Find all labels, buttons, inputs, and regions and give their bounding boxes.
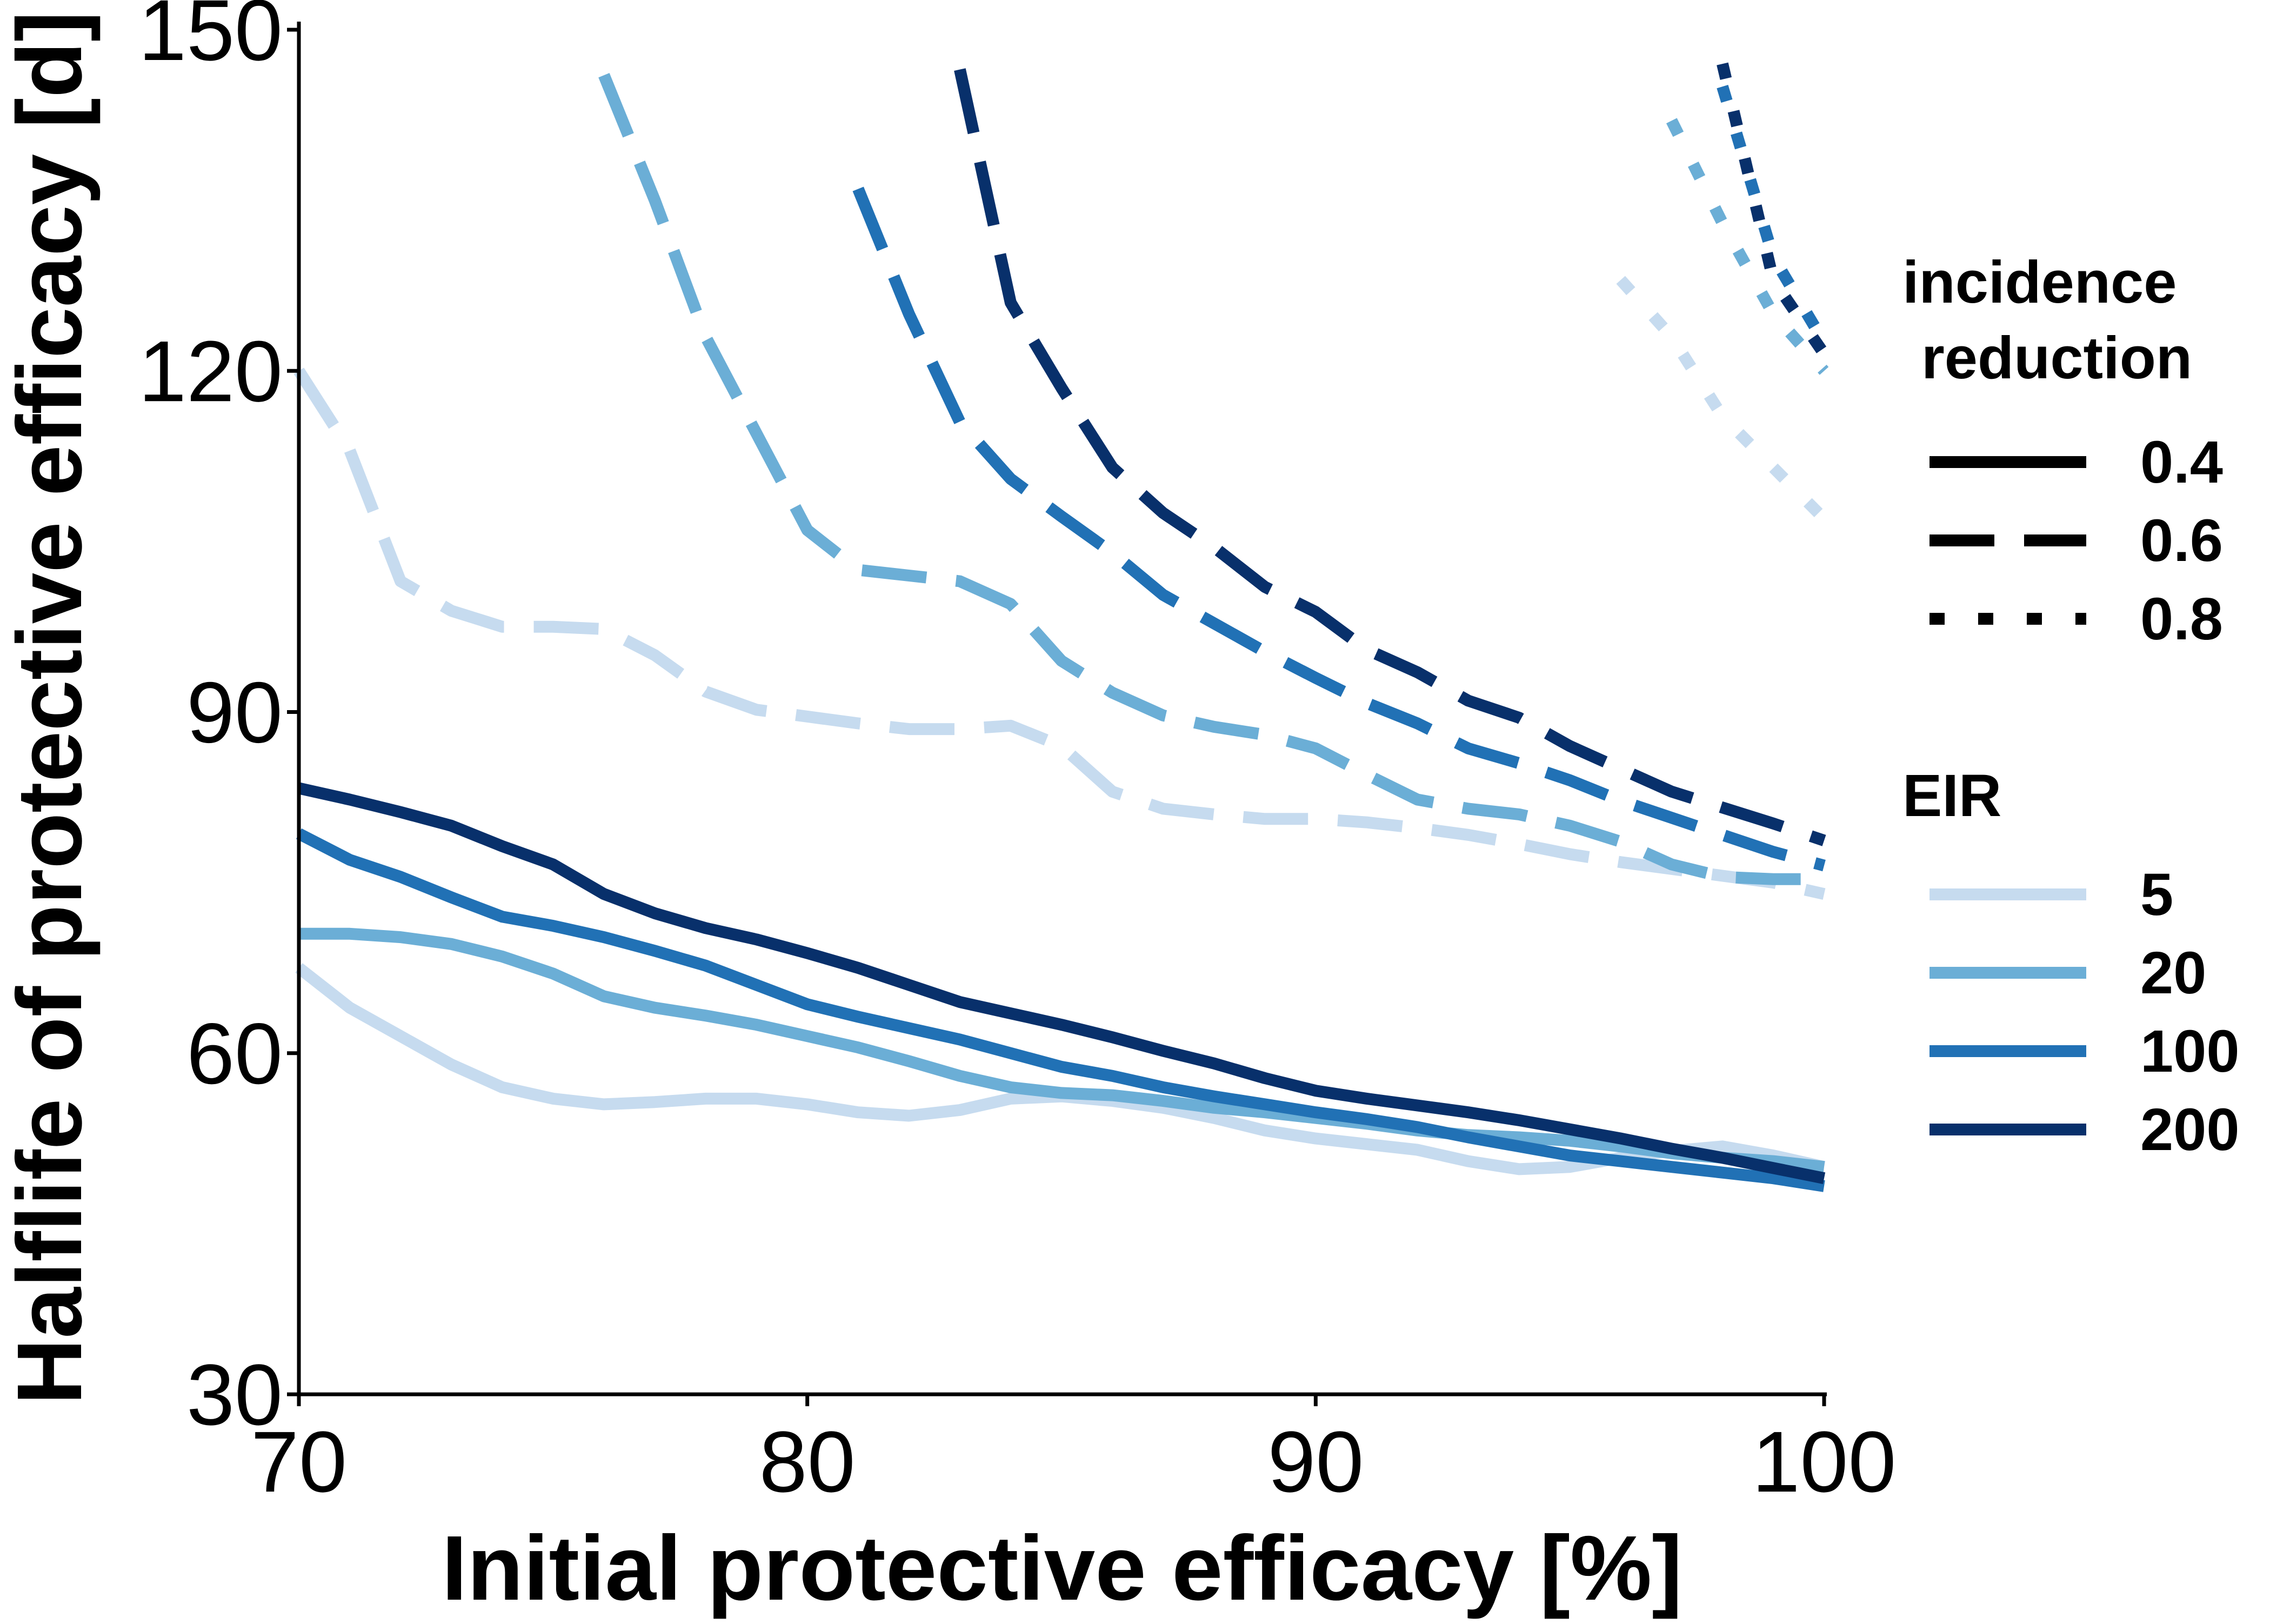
series-line-eir-200-reduction-0.4 [297, 782, 1826, 1184]
legend-color-label: 200 [2140, 1097, 2240, 1163]
x-tick-label: 80 [759, 1413, 856, 1510]
series-line-eir-200-reduction-0.6 [954, 68, 1826, 846]
y-axis-title: Halflife of protective efficacy [d] [0, 11, 101, 1405]
legend-linetype-label: 0.6 [2140, 507, 2223, 574]
series-line-eir-200-reduction-0.8 [1717, 62, 1830, 357]
legend-color-label: 5 [2140, 861, 2173, 928]
legend-color-label: 100 [2140, 1018, 2240, 1085]
series-line-eir-100-reduction-0.4 [296, 828, 1825, 1192]
series-line-eir-100-reduction-0.6 [852, 186, 1826, 872]
series-line-eir-100-reduction-0.8 [1717, 85, 1830, 346]
x-tick-label: 100 [1752, 1413, 1897, 1510]
x-tick-label: 90 [1267, 1413, 1364, 1510]
axes-layer [297, 22, 1827, 1396]
y-tick-label: 120 [138, 323, 283, 419]
series-layer [293, 62, 1830, 1192]
legend-linetype-title-line-2: reduction [1921, 325, 2192, 391]
series-line-eir-5-reduction-0.8 [1616, 276, 1828, 523]
legend-color-entries: 5 20 100 200 [1929, 861, 2240, 1163]
y-tick-label: 30 [186, 1346, 283, 1443]
x-axis-title: Initial protective efficacy [%] [442, 1517, 1683, 1620]
legend-color-label: 20 [2140, 940, 2206, 1006]
series-line-eir-20-reduction-0.4 [299, 927, 1825, 1173]
legend-linetype-label: 0.8 [2140, 586, 2223, 652]
legend-linetype-title-line-1: incidence [1902, 249, 2176, 316]
y-tick-label: 90 [186, 664, 283, 761]
legend-linetype-entries: 0.4 0.6 0.8 [1929, 429, 2223, 652]
legend-linetype-label: 0.4 [2140, 429, 2223, 496]
legend: incidence reduction 0.4 0.6 0.8 EIR 5 20 100… [1902, 249, 2240, 1163]
y-tick-label: 60 [186, 1005, 283, 1102]
ticks-layer: 70 80 90 100 30 60 90 120 150 [138, 0, 1896, 1510]
series-line-eir-5-reduction-0.6 [293, 367, 1826, 900]
series-line-eir-20-reduction-0.6 [598, 73, 1824, 885]
series-line-eir-20-reduction-0.8 [1666, 118, 1829, 375]
x-tick-label: 70 [251, 1413, 347, 1510]
y-tick-label: 150 [138, 0, 283, 78]
legend-color-title: EIR [1902, 763, 2001, 829]
